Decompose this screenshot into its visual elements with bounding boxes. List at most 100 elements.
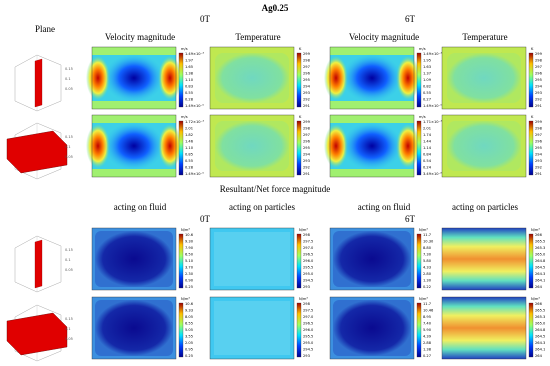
plot-frame: [441, 296, 527, 360]
colorbar-label: 293: [303, 91, 310, 95]
band: [330, 115, 414, 123]
colorbar-label: 293: [303, 354, 310, 358]
contour-plot: [86, 46, 182, 110]
colorbar-label: 295: [535, 78, 542, 82]
colorbar-label: 265.0: [535, 253, 546, 257]
colorbar-label: 0.55: [423, 91, 431, 95]
plot-frame: [329, 114, 415, 178]
colorbar-label: 291: [535, 104, 542, 108]
plane-icon: 0.15 0.1 0.05: [6, 122, 73, 180]
group-label: 0T: [200, 214, 211, 224]
inner: [95, 231, 173, 287]
colorbar-label: 0.90: [185, 279, 194, 283]
colorbar-label: 1.97: [185, 59, 193, 63]
colorbar-label: 297: [535, 65, 542, 69]
axis-tick-label: 0.05: [65, 155, 73, 159]
colorbar-label: 5.10: [185, 259, 194, 263]
colorbar-label: 1.09: [423, 78, 432, 82]
contour-plot: [209, 296, 295, 360]
colorbar-label: 295.5: [303, 335, 313, 339]
colorbar-label: 295: [535, 146, 542, 150]
colorbar: [528, 52, 534, 108]
inner: [447, 121, 521, 171]
colorbar-label: 265.3: [535, 315, 545, 319]
colorbar: [416, 233, 422, 289]
colorbar-label: 7.90: [185, 246, 194, 250]
colorbar-label: 5.80: [423, 259, 432, 263]
colorbar-label: 265.3: [535, 246, 545, 250]
colorbar-label: 292: [303, 98, 310, 102]
plane-slice: [6, 312, 68, 356]
colorbar-label: 291: [535, 172, 542, 176]
colorbar-label: 2.05: [185, 341, 193, 345]
group-label: 0T: [200, 14, 211, 24]
plot-frame: [91, 114, 177, 178]
colorbar-label: 296.5: [303, 322, 313, 326]
inner: [333, 231, 411, 287]
colorbar-unit: K: [299, 47, 302, 51]
colorbar-label: 298: [303, 233, 311, 237]
axis-tick-label: 0.15: [65, 248, 73, 252]
colorbar-label: 1.10: [185, 146, 194, 150]
axis-tick-label: 0.1: [65, 145, 71, 149]
column-header: Temperature: [235, 32, 280, 42]
band: [330, 101, 414, 109]
colorbar-label: 4.33: [423, 266, 431, 270]
group-label: 6T: [405, 214, 416, 224]
colorbar-label: 296.0: [303, 259, 314, 263]
colorbar-label: 264: [535, 285, 543, 289]
colorbar-label: 2.01: [185, 127, 193, 131]
contour-plot: [209, 46, 295, 110]
colorbar-label: 1.44: [423, 140, 432, 144]
colorbar: [416, 120, 422, 176]
axis-tick-label: 0.15: [65, 135, 73, 139]
colorbar-label: 297.0: [303, 315, 314, 319]
plot-frame: [209, 114, 295, 178]
inner: [333, 300, 411, 356]
colorbar-label: 2.30: [185, 272, 194, 276]
colorbar-label: 0.25: [185, 354, 193, 358]
colorbar-label: 266: [535, 302, 543, 306]
colorbar-label: 299: [535, 120, 543, 124]
colorbar-unit: N/m³: [299, 228, 308, 232]
axis-tick-label: 0.05: [65, 337, 73, 341]
plot-frame: [441, 46, 527, 110]
axis-tick-label: 0.15: [65, 67, 73, 71]
plot-frame: [329, 227, 415, 291]
colorbar-label: 8.95: [423, 315, 431, 319]
colorbar-label: 1.63: [423, 65, 431, 69]
band: [330, 47, 414, 55]
colorbar-label: 10.6: [185, 233, 194, 237]
colorbar-unit: m/s: [181, 115, 188, 119]
colorbar-label: 295.5: [303, 266, 313, 270]
colorbar-label: 297: [303, 65, 310, 69]
colorbar: [296, 302, 302, 358]
core: [104, 122, 164, 170]
colorbar: [528, 302, 534, 358]
colorbar-label: 2.80: [423, 272, 432, 276]
colorbar-label: 294.5: [303, 348, 313, 352]
colorbar-unit: m/s: [419, 115, 426, 119]
plot-bg: [442, 228, 526, 290]
contour-plot: [441, 46, 527, 110]
contour-plot: [329, 227, 415, 291]
colorbar-label: 1.74: [423, 133, 432, 137]
plane-icon: 0.15 0.1 0.05: [14, 235, 73, 293]
plot-frame: [91, 296, 177, 360]
colorbar-label: 296.0: [303, 328, 314, 332]
axis-tick-label: 0.1: [65, 258, 71, 262]
colorbar: [416, 52, 422, 108]
colorbar-unit: N/m³: [531, 297, 540, 301]
colorbar-label: 10.46: [423, 309, 434, 313]
band: [92, 115, 176, 123]
axis-tick-label: 0.05: [65, 268, 73, 272]
contour-plot: [91, 227, 177, 291]
group-label: 6T: [405, 14, 416, 24]
colorbar: [528, 233, 534, 289]
colorbar-label: 1.49×10⁻⁵: [423, 104, 442, 108]
colorbar-label: 1.72×10⁻³: [185, 120, 204, 124]
column-header: acting on particles: [452, 202, 518, 212]
column-header: Temperature: [462, 32, 507, 42]
contour-plot: [324, 114, 420, 178]
band: [92, 169, 176, 177]
